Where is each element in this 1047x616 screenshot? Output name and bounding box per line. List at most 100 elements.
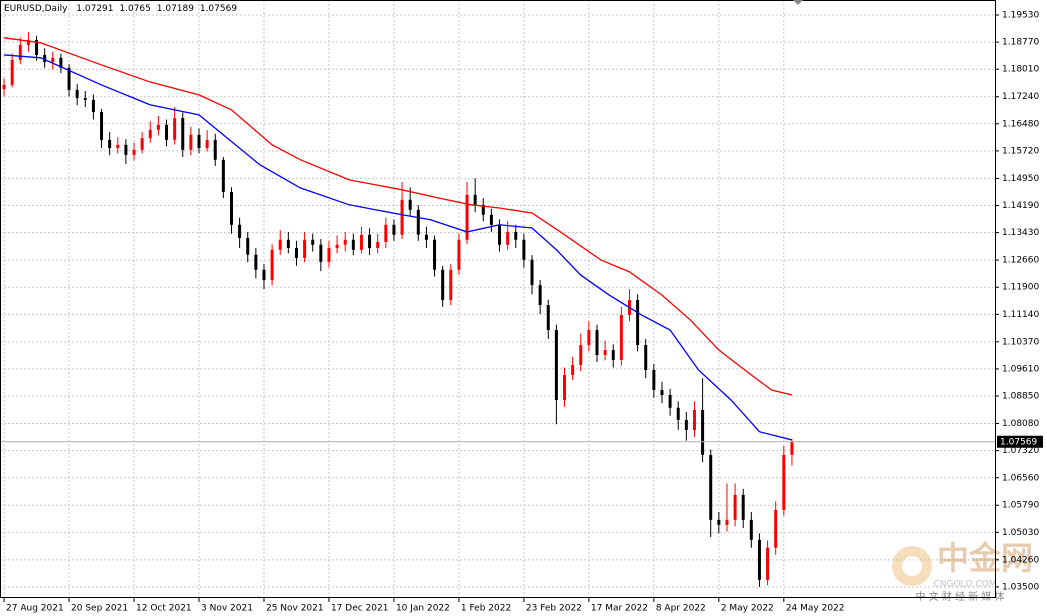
candle-body <box>457 239 461 270</box>
y-tick-label: 1.12660 <box>1002 256 1039 266</box>
candle-body <box>676 407 680 420</box>
y-tick-label: 1.17240 <box>1002 92 1039 102</box>
candle-body <box>156 124 160 130</box>
candle-body <box>449 269 453 301</box>
candle-body <box>376 241 380 248</box>
candle-body <box>221 159 225 192</box>
candle-body <box>278 239 282 250</box>
candle-body <box>554 330 558 400</box>
candle-body <box>205 139 209 149</box>
watermark: 中金网 CNGOLD.COM <box>892 539 1033 590</box>
candle-body <box>335 244 339 248</box>
y-tick-label: 1.06560 <box>1002 473 1039 483</box>
candle-body <box>213 139 217 160</box>
y-tick-label: 1.11140 <box>1002 310 1039 320</box>
shift-marker <box>793 0 803 5</box>
ohlc-low: 1.07189 <box>157 4 194 14</box>
candle-body <box>2 84 6 90</box>
candle-body <box>67 67 71 90</box>
ohlc-high: 1.0765 <box>119 4 151 14</box>
candle-body <box>489 214 493 225</box>
candle-body <box>619 315 623 361</box>
candle-body <box>75 89 79 99</box>
candle-body <box>384 224 388 242</box>
candle-body <box>26 39 30 45</box>
candle-body <box>181 118 185 150</box>
candle-body <box>749 519 753 540</box>
candle-body <box>148 129 152 139</box>
candle-body <box>35 39 39 55</box>
watermark-name: 中金网 <box>937 539 1033 577</box>
candle-body <box>254 254 258 270</box>
y-tick-label: 1.16480 <box>1002 119 1039 129</box>
y-tick-label: 1.09610 <box>1002 364 1039 374</box>
candle-body <box>481 204 485 215</box>
candle-body <box>790 441 794 455</box>
x-tick-label: 17 Mar 2022 <box>591 604 648 614</box>
candle-body <box>424 234 428 240</box>
plot-frame <box>0 0 996 598</box>
ohlc-close: 1.07569 <box>200 4 237 14</box>
candle-body <box>595 330 599 356</box>
candle-body <box>514 231 518 240</box>
x-tick-label: 8 Apr 2022 <box>656 604 706 614</box>
ohlc-open: 1.07291 <box>76 4 113 14</box>
watermark-logo <box>902 556 922 576</box>
candle-body <box>587 330 591 346</box>
watermark-tagline: 中 文 财 经 新 媒 体 <box>915 590 1004 603</box>
grid <box>0 0 995 598</box>
candle-body <box>173 118 177 140</box>
moving-average <box>3 37 793 396</box>
candle-body <box>124 144 128 155</box>
candle-body <box>733 494 737 520</box>
y-tick-label: 1.04260 <box>1002 555 1039 565</box>
x-tick-label: 20 Sep 2021 <box>71 604 128 614</box>
candle-body <box>51 57 55 63</box>
candle-body <box>43 54 47 63</box>
watermark-url: CNGOLD.COM <box>933 580 996 590</box>
candle-body <box>229 191 233 225</box>
x-tick-label: 2 May 2022 <box>721 604 774 614</box>
candle-body <box>660 389 664 395</box>
y-tick-label: 1.18770 <box>1002 38 1039 48</box>
candle-body <box>636 300 640 346</box>
candle-body <box>18 44 22 60</box>
plot <box>0 32 995 587</box>
y-tick-label: 1.07320 <box>1002 446 1039 456</box>
price-label-box <box>997 435 1043 448</box>
candle-body <box>684 419 688 430</box>
y-tick-label: 1.15720 <box>1002 146 1039 156</box>
candle-body <box>701 409 705 455</box>
candle-body <box>59 57 63 68</box>
candle-body <box>327 247 331 262</box>
candle-body <box>709 454 713 520</box>
watermark-logo <box>892 546 932 586</box>
candle-body <box>717 519 721 525</box>
candle-body <box>611 350 615 361</box>
candle-body <box>294 247 298 258</box>
x-tick-label: 25 Nov 2021 <box>266 604 324 614</box>
candle-body <box>303 239 307 258</box>
candle-body <box>652 370 656 390</box>
candle-body <box>538 285 542 306</box>
candle-body <box>782 454 786 510</box>
symbol: EURUSD,Daily <box>4 4 68 14</box>
x-tick-label: 12 Oct 2021 <box>136 604 192 614</box>
candle-body <box>368 234 372 248</box>
y-tick-label: 1.03500 <box>1002 582 1039 592</box>
candle-body <box>408 199 412 210</box>
candle-body <box>311 239 315 245</box>
x-tick-label: 27 Aug 2021 <box>6 604 64 614</box>
candle-body <box>10 59 14 85</box>
candle-body <box>91 99 95 113</box>
candle-body <box>522 239 526 260</box>
candle-body <box>465 194 469 240</box>
candle-body <box>473 194 477 205</box>
candle-body <box>189 134 193 150</box>
candle-body <box>319 244 323 262</box>
candle-body <box>359 234 363 250</box>
x-tick-label: 10 Jan 2022 <box>396 604 450 614</box>
candle-body <box>165 124 169 140</box>
y-tick-label: 1.08850 <box>1002 392 1039 402</box>
y-tick-label: 1.14950 <box>1002 174 1039 184</box>
